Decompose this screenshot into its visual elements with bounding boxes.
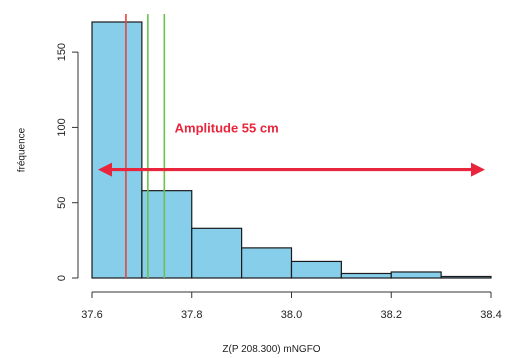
histogram-bar — [290, 260, 342, 279]
y-tick-label: 150 — [56, 43, 68, 61]
y-tick-label: 0 — [56, 275, 68, 281]
histogram-bar — [191, 227, 243, 279]
amplitude-arrow-head-right — [471, 162, 485, 177]
x-tick-label: 37.6 — [81, 309, 102, 321]
histogram-bar — [91, 21, 143, 279]
histogram-bar — [340, 272, 392, 279]
histogram-bar — [440, 275, 492, 279]
x-axis-title: Z(P 208.300) mNGFO — [222, 344, 320, 355]
y-axis-title: fréquence — [17, 127, 28, 172]
histogram-bar — [141, 190, 193, 279]
y-tick-label: 100 — [56, 118, 68, 136]
x-tick-label: 38.2 — [381, 309, 402, 321]
amplitude-label: Amplitude 55 cm — [175, 120, 279, 135]
x-ticks-group: 37.6 37.8 38.0 38.2 38.4 — [81, 292, 502, 321]
amplitude-arrow-head-left — [98, 162, 112, 177]
reference-lines-group — [125, 14, 166, 278]
x-tick-label: 38.4 — [480, 309, 501, 321]
axes-group: 37.6 37.8 38.0 38.2 38.4 0 50 100 150 — [56, 43, 502, 321]
y-ticks-group: 0 50 100 150 — [56, 43, 78, 281]
x-tick-label: 37.8 — [181, 309, 202, 321]
y-tick-label: 50 — [56, 197, 68, 209]
x-tick-label: 38.0 — [281, 309, 302, 321]
histogram-bar — [390, 271, 442, 279]
histogram-bar — [241, 247, 293, 279]
annotation-group: Amplitude 55 cm — [98, 120, 485, 177]
bars-group — [91, 21, 492, 279]
